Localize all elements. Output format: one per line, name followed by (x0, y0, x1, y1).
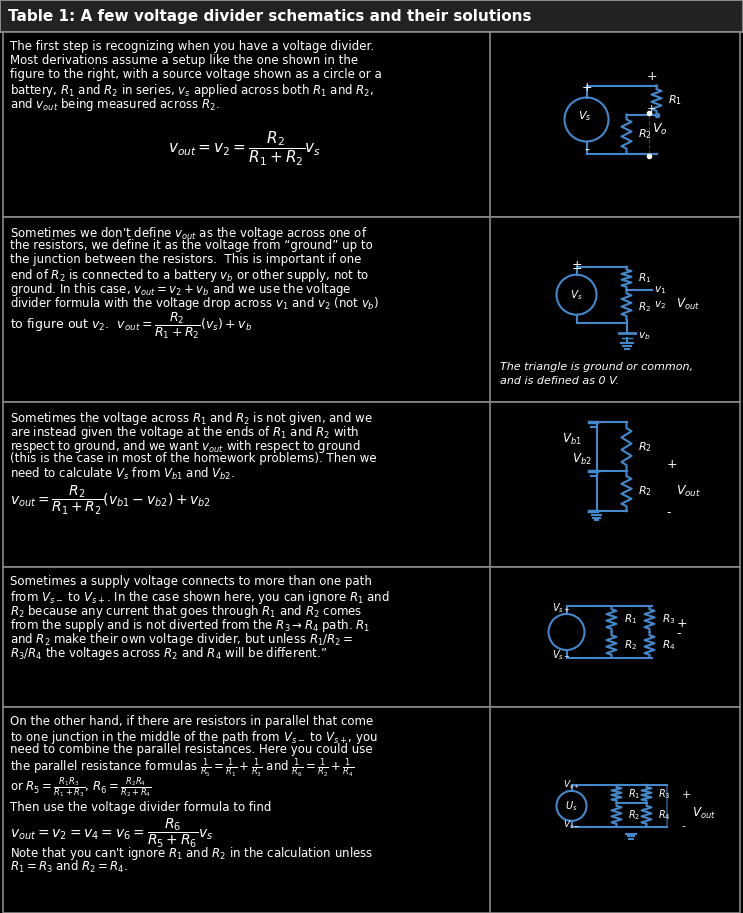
Text: +: + (581, 80, 592, 93)
Text: ±: ± (571, 258, 582, 272)
Text: need to combine the parallel resistances. Here you could use: need to combine the parallel resistances… (10, 743, 373, 756)
Text: On the other hand, if there are resistors in parallel that come: On the other hand, if there are resistor… (10, 715, 373, 728)
Text: $U_s$: $U_s$ (565, 799, 578, 813)
Text: $V_{out}$: $V_{out}$ (676, 297, 700, 312)
Text: $R_4$: $R_4$ (661, 638, 675, 652)
Text: -: - (666, 506, 671, 519)
Text: $R_1$: $R_1$ (629, 787, 641, 801)
Text: respect to ground, and we want $v_{out}$ with respect to ground: respect to ground, and we want $v_{out}$… (10, 438, 360, 455)
Text: $v_{out} = v_2 = \dfrac{R_2}{R_1 + R_2}v_s$: $v_{out} = v_2 = \dfrac{R_2}{R_1 + R_2}v… (169, 130, 322, 168)
Text: $V_{s-}$: $V_{s-}$ (563, 819, 580, 832)
Text: +: + (646, 103, 656, 113)
Text: $R_2$: $R_2$ (638, 127, 652, 141)
Text: end of $R_2$ is connected to a battery $v_b$ or other supply, not to: end of $R_2$ is connected to a battery $… (10, 267, 369, 284)
Bar (0, 0, 743, 32)
Text: from $V_{s-}$ to $V_{s+}$. In the case shown here, you can ignore $R_1$ and: from $V_{s-}$ to $V_{s+}$. In the case s… (10, 589, 389, 606)
Text: +: + (676, 617, 687, 630)
Text: $R_1$: $R_1$ (669, 93, 683, 107)
Text: +: + (681, 790, 691, 800)
Text: Sometimes we don't define $v_{out}$ as the voltage across one of: Sometimes we don't define $v_{out}$ as t… (10, 225, 368, 242)
Text: $R_1$: $R_1$ (623, 612, 637, 626)
Text: $V_o$: $V_o$ (652, 121, 668, 137)
Bar (3, 217, 740, 402)
Text: $R_1 = R_3$ and $R_2 = R_4$.: $R_1 = R_3$ and $R_2 = R_4$. (10, 859, 128, 875)
Text: $V_{s+}$: $V_{s+}$ (563, 779, 580, 792)
Text: the parallel resistance formulas $\frac{1}{R_5} = \frac{1}{R_1} + \frac{1}{R_3}$: the parallel resistance formulas $\frac{… (10, 757, 354, 781)
Text: $R_1$: $R_1$ (638, 271, 652, 285)
Text: Note that you can't ignore $R_1$ and $R_2$ in the calculation unless: Note that you can't ignore $R_1$ and $R_… (10, 845, 373, 862)
Text: -: - (584, 143, 589, 158)
Text: +: + (666, 458, 677, 471)
Text: to figure out $v_2$.  $v_{out} = \dfrac{R_2}{R_1+R_2}(v_s) + v_b$: to figure out $v_2$. $v_{out} = \dfrac{R… (10, 311, 252, 341)
Text: $v_2$: $v_2$ (655, 299, 666, 310)
Text: Table 1: A few voltage divider schematics and their solutions: Table 1: A few voltage divider schematic… (8, 8, 531, 24)
Text: and is defined as 0 V.: and is defined as 0 V. (500, 376, 619, 386)
Text: $V_{s-}$: $V_{s-}$ (552, 648, 571, 662)
Text: $R_2$: $R_2$ (638, 299, 652, 313)
Text: from the supply and is not diverted from the $R_3{\to}R_4$ path. $R_1$: from the supply and is not diverted from… (10, 617, 370, 634)
Text: $v_1$: $v_1$ (655, 284, 666, 296)
Text: need to calculate $V_s$ from $V_{b1}$ and $V_{b2}$.: need to calculate $V_s$ from $V_{b1}$ an… (10, 466, 235, 482)
Text: Most derivations assume a setup like the one shown in the: Most derivations assume a setup like the… (10, 54, 358, 67)
Text: $R_2$: $R_2$ (629, 808, 640, 822)
Text: +: + (646, 69, 657, 82)
Text: $R_2$ because any current that goes through $R_1$ and $R_2$ comes: $R_2$ because any current that goes thro… (10, 603, 363, 620)
Text: $R_2$: $R_2$ (638, 485, 652, 498)
Text: $v_b$: $v_b$ (638, 330, 651, 341)
Text: Sometimes a supply voltage connects to more than one path: Sometimes a supply voltage connects to m… (10, 575, 372, 588)
Text: The triangle is ground or common,: The triangle is ground or common, (500, 362, 693, 372)
Text: are instead given the voltage at the ends of $R_1$ and $R_2$ with: are instead given the voltage at the end… (10, 424, 359, 441)
Text: $V_{b1}$: $V_{b1}$ (562, 432, 581, 447)
Text: The first step is recognizing when you have a voltage divider.: The first step is recognizing when you h… (10, 40, 374, 53)
Text: and $v_{out}$ being measured across $R_2$.: and $v_{out}$ being measured across $R_2… (10, 96, 219, 113)
Text: (this is the case in most of the homework problems). Then we: (this is the case in most of the homewor… (10, 452, 377, 465)
Text: figure to the right, with a source voltage shown as a circle or a: figure to the right, with a source volta… (10, 68, 382, 81)
Text: $R_2$: $R_2$ (623, 638, 637, 652)
Bar (3, 707, 740, 913)
Text: $V_{s+}$: $V_{s+}$ (552, 601, 571, 614)
Bar (3, 567, 740, 707)
Text: $V_s$: $V_s$ (570, 288, 583, 301)
Text: divider formula with the voltage drop across $v_1$ and $v_2$ (not $v_b$): divider formula with the voltage drop ac… (10, 295, 379, 312)
Text: or $R_5 = \frac{R_1 R_3}{R_1+R_3}$, $R_6 = \frac{R_2 R_4}{R_2+R_4}$: or $R_5 = \frac{R_1 R_3}{R_1+R_3}$, $R_6… (10, 775, 152, 800)
Text: $V_{out}$: $V_{out}$ (676, 484, 701, 498)
Text: $V_s$: $V_s$ (578, 110, 591, 123)
Text: -: - (681, 821, 686, 831)
Text: $R_3$: $R_3$ (658, 787, 671, 801)
Text: $R_3/R_4$ the voltages across $R_2$ and $R_4$ will be different.”: $R_3/R_4$ the voltages across $R_2$ and … (10, 645, 327, 662)
Text: the junction between the resistors.  This is important if one: the junction between the resistors. This… (10, 253, 361, 266)
Text: $R_2$: $R_2$ (638, 440, 652, 454)
Text: Sometimes the voltage across $R_1$ and $R_2$ is not given, and we: Sometimes the voltage across $R_1$ and $… (10, 410, 373, 427)
Bar (3, 402, 740, 567)
Text: Then use the voltage divider formula to find: Then use the voltage divider formula to … (10, 801, 271, 814)
Text: $V_{out}$: $V_{out}$ (692, 806, 716, 821)
Text: $V_{b2}$: $V_{b2}$ (572, 452, 591, 467)
Text: $R_4$: $R_4$ (658, 808, 671, 822)
Text: and $R_2$ make their own voltage divider, but unless $R_1/R_2 =$: and $R_2$ make their own voltage divider… (10, 631, 354, 648)
Text: -: - (646, 151, 651, 161)
Text: to one junction in the middle of the path from $V_{s-}$ to $V_{s+}$, you: to one junction in the middle of the pat… (10, 729, 378, 746)
Text: $R_3$: $R_3$ (661, 612, 675, 626)
Text: -: - (676, 627, 681, 640)
Text: $v_{out} = v_2 = v_4 = v_6 = \dfrac{R_6}{R_5+R_6}v_s$: $v_{out} = v_2 = v_4 = v_6 = \dfrac{R_6}… (10, 817, 213, 850)
Text: the resistors, we define it as the voltage from “ground” up to: the resistors, we define it as the volta… (10, 239, 373, 252)
Text: ground. In this case, $v_{out} = v_2 + v_b$ and we use the voltage: ground. In this case, $v_{out} = v_2 + v… (10, 281, 351, 298)
Bar (3, 32, 740, 217)
Text: $v_{out} = \dfrac{R_2}{R_1+R_2}(v_{b1} - v_{b2}) + v_{b2}$: $v_{out} = \dfrac{R_2}{R_1+R_2}(v_{b1} -… (10, 484, 211, 517)
Text: battery, $R_1$ and $R_2$ in series, $v_s$ applied across both $R_1$ and $R_2$,: battery, $R_1$ and $R_2$ in series, $v_s… (10, 82, 374, 99)
